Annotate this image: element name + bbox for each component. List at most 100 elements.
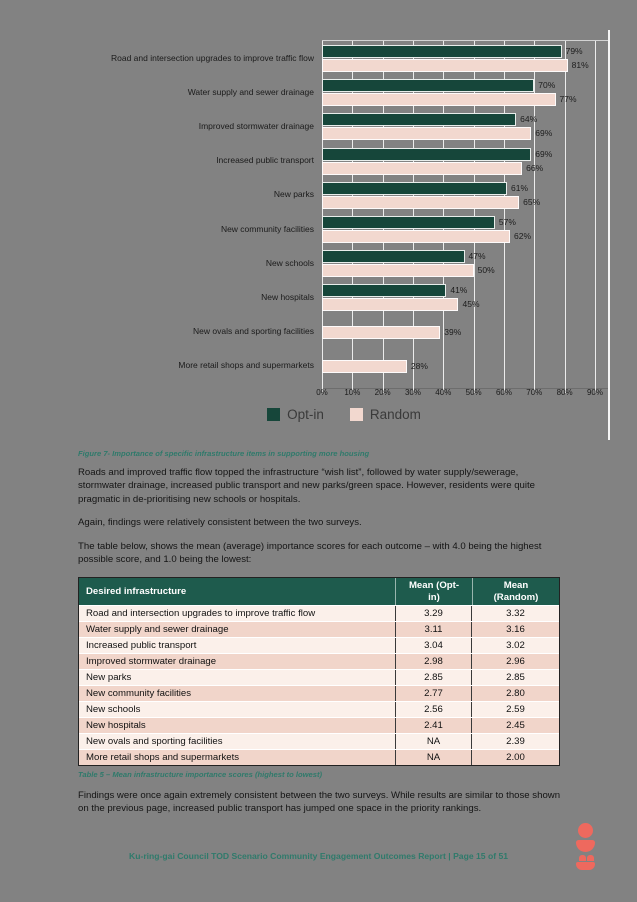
table-row: Water supply and sewer drainage 3.11 3.16 — [79, 621, 559, 637]
bar-value-label: 66% — [526, 162, 544, 173]
table-cell: 2.56 — [395, 702, 471, 717]
legend-label-opt-in: Opt-in — [287, 407, 324, 422]
table-cell: 3.11 — [395, 622, 471, 637]
bar-value-label: 81% — [571, 60, 589, 70]
chart-tick-mark — [322, 388, 323, 393]
table-cell: 2.85 — [471, 670, 559, 685]
closing-paragraph: Findings were once again extremely consi… — [78, 790, 561, 815]
legend-swatch-random — [349, 408, 363, 421]
chart-gridline — [473, 41, 475, 388]
bar-value-label: 70% — [538, 80, 556, 91]
infrastructure-table: Desired infrastructure Mean (Opt-in) Mean … — [78, 577, 560, 766]
bar-random — [322, 93, 556, 107]
table-cell: Increased public transport — [86, 640, 197, 651]
chart-category-label: New schools — [265, 257, 314, 268]
table-cell: 2.85 — [395, 670, 471, 685]
bar-random — [322, 59, 568, 72]
x-tick-label: 0% — [316, 388, 328, 397]
chart-tick-mark — [412, 388, 414, 393]
chart-category-label: Road and intersection upgrades to improv… — [110, 52, 314, 63]
table-cell: NA — [395, 734, 471, 749]
table-cell: Road and intersection upgrades to improv… — [86, 608, 316, 619]
bar-random — [322, 195, 520, 209]
x-tick-label: 20% — [374, 388, 391, 397]
x-tick-label: 60% — [495, 388, 512, 397]
chart-gridline — [534, 41, 536, 388]
x-tick-label: 80% — [556, 388, 573, 397]
chart-tick-mark — [443, 388, 445, 393]
x-tick-label: 50% — [465, 388, 482, 397]
chart-tick-mark — [564, 388, 566, 393]
bar-value-label: 65% — [523, 196, 541, 207]
paragraph-1: Roads and improved traffic flow topped t… — [78, 467, 536, 505]
chart-category-label: Increased public transport — [216, 155, 314, 166]
chart-gridline — [564, 41, 566, 388]
bar-opt-in — [322, 147, 532, 161]
table-row: New schools 2.56 2.59 — [79, 701, 559, 717]
x-tick-label: 40% — [435, 388, 452, 397]
table-cell: 3.32 — [471, 606, 559, 621]
table-cell: 3.29 — [395, 606, 471, 621]
bar-value-label: 69% — [535, 128, 553, 139]
figure-caption: Figure 7- Importance of specific infrast… — [78, 449, 370, 458]
legend-item-opt-in: Opt-in — [267, 407, 324, 422]
chart-tick-mark — [534, 388, 536, 393]
table-cell: Water supply and sewer drainage — [86, 624, 229, 635]
table-cell: 2.96 — [471, 654, 559, 669]
legend-item-random: Random — [349, 407, 421, 422]
table-cell: 2.41 — [395, 718, 471, 733]
legend-label-random: Random — [369, 407, 421, 422]
logo-bar-shape — [576, 862, 595, 870]
chart-gridline — [412, 41, 414, 388]
chart-category-label: Improved stormwater drainage — [198, 120, 314, 131]
chart-gridline — [382, 41, 384, 388]
bar-value-label: 50% — [477, 265, 495, 276]
table-cell: 3.04 — [395, 638, 471, 653]
paragraph-3: The table below, shows the mean (average… — [78, 540, 542, 566]
chart-gridline — [322, 41, 323, 388]
chart-tick-mark — [503, 388, 505, 393]
table-cell: 2.39 — [471, 734, 559, 749]
table-cell: 3.16 — [471, 622, 559, 637]
bar-value-label: 41% — [450, 285, 468, 296]
table-row: Improved stormwater drainage 2.98 2.96 — [79, 653, 559, 669]
table-row: Increased public transport 3.04 3.02 — [79, 637, 559, 653]
table-cell: 2.98 — [395, 654, 471, 669]
table-cell: New community facilities — [86, 688, 192, 699]
table-cell: 2.80 — [471, 686, 559, 701]
table-cell: New schools — [86, 704, 141, 715]
chart-tick-mark — [473, 388, 475, 393]
table-row: New ovals and sporting facilities NA 2.39 — [79, 733, 559, 749]
paragraph-2: Again, findings were relatively consiste… — [78, 517, 362, 529]
bar-random — [322, 230, 511, 243]
table-cell: More retail shops and supermarkets — [86, 752, 240, 763]
bar-random — [322, 127, 532, 141]
table-cell: 2.45 — [471, 718, 559, 733]
table-cell: 2.59 — [471, 702, 559, 717]
table-cell: 2.77 — [395, 686, 471, 701]
bar-random — [322, 359, 407, 373]
bar-opt-in — [322, 45, 562, 58]
bar-value-label: 57% — [498, 217, 516, 227]
chart-legend: Opt-in Random — [78, 407, 610, 422]
infrastructure-importance-chart: Road and intersection upgrades to improv… — [78, 30, 610, 444]
logo-circle-shape — [578, 823, 593, 838]
table-header-row: Desired infrastructure Mean (Opt-in) Mean … — [79, 578, 559, 605]
chart-category-label: More retail shops and supermarkets — [178, 360, 314, 371]
x-tick-label: 90% — [586, 388, 603, 397]
table-cell: New parks — [86, 672, 132, 683]
bar-value-label: 69% — [535, 148, 553, 159]
chart-category-label: Water supply and sewer drainage — [187, 86, 314, 97]
legend-swatch-opt-in — [267, 408, 281, 421]
bar-opt-in — [322, 216, 495, 229]
bar-value-label: 39% — [444, 326, 462, 337]
bar-random — [322, 325, 441, 339]
chart-category-label: New hospitals — [261, 291, 314, 302]
chart-tick-mark — [352, 388, 354, 393]
table-cell: 3.02 — [471, 638, 559, 653]
logo-square-shape — [579, 855, 586, 861]
logo-dome-shape — [576, 840, 595, 852]
footer-text: Ku-ring-gai Council TOD Scenario Communi… — [129, 851, 508, 861]
table-header-cell: Mean (Opt-in) — [395, 578, 472, 605]
